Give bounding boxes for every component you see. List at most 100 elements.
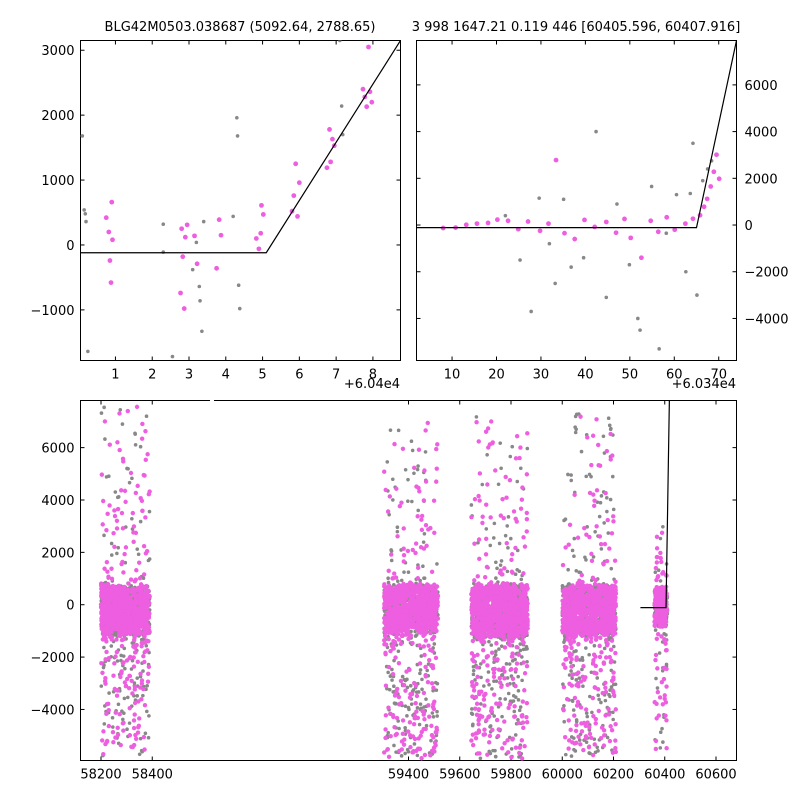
- data-point: [410, 605, 415, 610]
- data-point: [101, 729, 106, 734]
- secondary-data-point: [386, 576, 390, 581]
- data-point: [488, 708, 494, 714]
- data-point: [395, 612, 400, 618]
- data-point: [131, 539, 136, 545]
- secondary-data-point: [122, 696, 127, 701]
- data-point: [383, 727, 388, 732]
- data-point: [128, 577, 134, 582]
- data-point: [214, 265, 219, 271]
- secondary-data-point: [497, 647, 501, 651]
- data-point: [398, 678, 404, 684]
- data-point: [492, 656, 497, 662]
- data-point: [123, 628, 128, 633]
- data-point: [110, 617, 115, 622]
- data-point: [711, 169, 717, 175]
- secondary-data-point: [161, 222, 166, 226]
- data-point: [422, 468, 427, 473]
- secondary-data-point: [386, 670, 390, 675]
- data-point: [431, 498, 437, 503]
- secondary-data-point: [421, 540, 426, 544]
- x-tick-label: 60000: [542, 768, 583, 783]
- y-tick-label: 6000: [41, 442, 74, 457]
- secondary-data-point: [494, 576, 498, 580]
- secondary-data-point: [400, 674, 405, 679]
- x-tick-label: 59800: [490, 768, 531, 783]
- secondary-data-point: [415, 753, 420, 758]
- secondary-data-point: [133, 442, 138, 447]
- data-point: [672, 227, 678, 233]
- data-point: [139, 678, 145, 683]
- data-point: [102, 595, 107, 600]
- secondary-data-point: [553, 281, 557, 286]
- data-point: [425, 679, 431, 685]
- secondary-data-point: [486, 670, 491, 674]
- data-point: [134, 642, 139, 648]
- data-point: [519, 497, 525, 502]
- data-point: [495, 733, 501, 739]
- data-point: [112, 513, 118, 519]
- data-point: [132, 687, 137, 692]
- secondary-data-point: [471, 672, 476, 677]
- secondary-data-point: [102, 645, 106, 650]
- data-point: [419, 517, 424, 522]
- data-point: [518, 506, 524, 511]
- data-point: [409, 582, 414, 587]
- data-point: [141, 654, 146, 659]
- data-point: [494, 717, 500, 723]
- data-point: [388, 648, 393, 654]
- data-point: [501, 665, 506, 671]
- data-point: [408, 624, 414, 629]
- data-point: [400, 718, 406, 723]
- data-point: [413, 550, 418, 556]
- data-point: [514, 644, 519, 650]
- y-tick-label: 2000: [745, 172, 778, 187]
- data-point: [410, 640, 415, 646]
- secondary-data-point: [402, 677, 407, 682]
- data-point: [471, 659, 476, 664]
- data-point: [121, 570, 126, 575]
- data-point: [485, 678, 490, 683]
- y-tick-label: 0: [745, 219, 753, 234]
- secondary-data-point: [395, 525, 400, 529]
- data-point: [386, 754, 392, 760]
- data-point: [409, 595, 414, 601]
- data-point: [399, 589, 405, 594]
- data-point: [112, 591, 117, 596]
- data-point: [393, 732, 398, 738]
- secondary-data-point: [488, 543, 493, 548]
- data-point: [481, 693, 487, 698]
- secondary-data-point: [395, 579, 400, 584]
- bottom-panel: 58200 58400 59400 59600 59800 60000 60200 60400…: [31, 396, 737, 783]
- data-point: [184, 222, 190, 228]
- data-point: [414, 709, 419, 714]
- data-point: [489, 650, 495, 655]
- data-point: [109, 604, 114, 610]
- data-point: [521, 660, 526, 665]
- data-point: [101, 614, 107, 619]
- secondary-data-point: [409, 439, 414, 443]
- data-point: [426, 643, 431, 648]
- data-point: [383, 652, 388, 657]
- data-point: [139, 498, 145, 503]
- data-point: [397, 504, 403, 509]
- secondary-data-point: [101, 665, 106, 670]
- data-point: [469, 680, 475, 685]
- secondary-data-point: [516, 688, 521, 693]
- data-point: [603, 219, 609, 225]
- secondary-data-point: [146, 735, 151, 740]
- data-point: [111, 530, 116, 536]
- secondary-data-point: [469, 503, 474, 507]
- secondary-data-point: [518, 705, 523, 709]
- secondary-data-point: [495, 566, 499, 571]
- data-point: [324, 165, 330, 171]
- data-point: [409, 599, 415, 605]
- x-tick-label: 8: [369, 368, 377, 383]
- data-point: [502, 676, 507, 681]
- data-point: [572, 236, 578, 242]
- data-point: [429, 733, 435, 738]
- secondary-data-point: [700, 178, 705, 183]
- secondary-data-point: [581, 255, 586, 260]
- data-point: [104, 607, 110, 612]
- data-point: [330, 136, 335, 142]
